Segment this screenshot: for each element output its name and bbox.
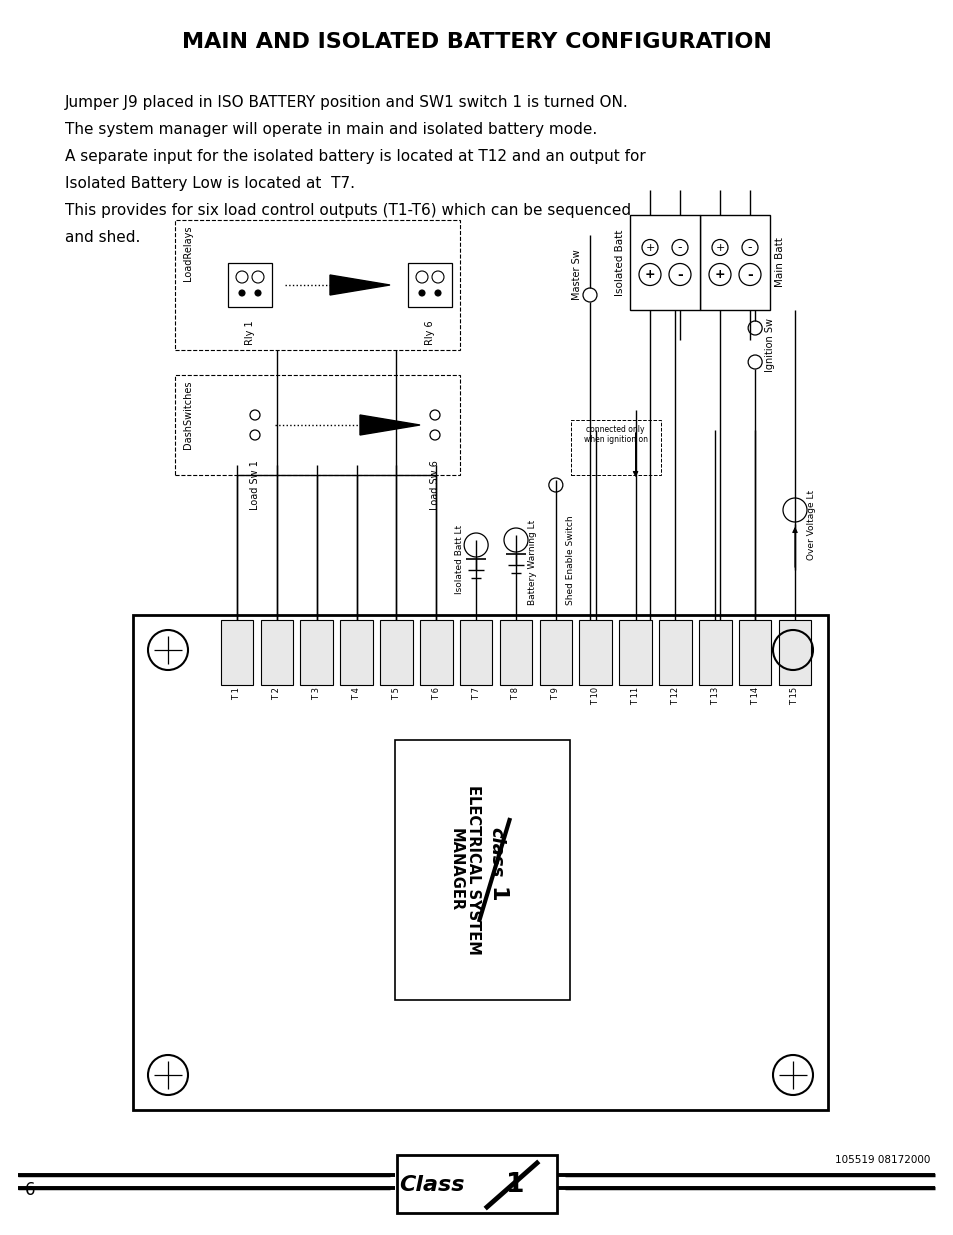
Text: This provides for six load control outputs (T1-T6) which can be sequenced: This provides for six load control outpu… [65, 203, 631, 219]
Text: connected only
when ignition on: connected only when ignition on [583, 425, 647, 445]
Text: T 8: T 8 [511, 687, 520, 700]
Text: LoadRelays: LoadRelays [183, 225, 193, 280]
Bar [618, 620, 651, 685]
Text: ELECTRICAL SYSTEM
MANAGER: ELECTRICAL SYSTEM MANAGER [448, 785, 480, 955]
Text: Main Batt: Main Batt [774, 237, 784, 288]
Bar [340, 620, 373, 685]
Text: +: + [714, 268, 724, 282]
Bar [539, 620, 572, 685]
Text: T 7: T 7 [471, 687, 480, 700]
Text: -: - [747, 241, 752, 254]
Bar [228, 263, 272, 308]
Bar [300, 620, 333, 685]
Bar [570, 420, 659, 475]
Text: Battery Warning Lt: Battery Warning Lt [527, 520, 537, 605]
Bar [578, 620, 612, 685]
Bar [700, 215, 769, 310]
Bar [174, 375, 459, 475]
Text: Rly 1: Rly 1 [245, 320, 254, 345]
Circle shape [435, 290, 440, 296]
Bar [419, 620, 452, 685]
Text: Class: Class [399, 1174, 464, 1195]
Text: T 6: T 6 [432, 687, 440, 700]
Text: T 5: T 5 [392, 687, 400, 700]
Bar [260, 620, 293, 685]
Text: class: class [487, 826, 505, 877]
Bar [738, 620, 771, 685]
Text: T 12: T 12 [670, 687, 679, 705]
Text: Rly 6: Rly 6 [424, 320, 435, 345]
Bar [396, 1155, 557, 1213]
Text: Master Sw: Master Sw [572, 249, 581, 300]
Bar [395, 740, 569, 1000]
Text: 1: 1 [486, 887, 506, 903]
Text: +: + [644, 242, 654, 252]
Text: -: - [677, 241, 681, 254]
Text: +: + [715, 242, 724, 252]
Polygon shape [359, 415, 419, 435]
Text: -: - [677, 268, 682, 282]
Bar [132, 615, 827, 1110]
Text: Isolated Batt Lt: Isolated Batt Lt [455, 525, 464, 594]
Circle shape [418, 290, 424, 296]
Polygon shape [330, 275, 390, 295]
Bar [220, 620, 253, 685]
Bar [659, 620, 691, 685]
Text: T 13: T 13 [710, 687, 719, 705]
Text: Isolated Battery Low is located at  T7.: Isolated Battery Low is located at T7. [65, 177, 355, 191]
Text: 1: 1 [505, 1172, 524, 1198]
Bar [379, 620, 413, 685]
Text: T 3: T 3 [312, 687, 321, 700]
Text: 6: 6 [25, 1181, 35, 1199]
Text: and shed.: and shed. [65, 230, 140, 245]
Text: T 2: T 2 [272, 687, 281, 700]
Circle shape [239, 290, 245, 296]
Text: Shed Enable Switch: Shed Enable Switch [565, 515, 575, 605]
Text: DashSwitches: DashSwitches [183, 380, 193, 448]
Text: -: - [746, 268, 752, 282]
Text: T 9: T 9 [551, 687, 559, 700]
Text: Load Sw 1: Load Sw 1 [250, 459, 260, 510]
Text: T 15: T 15 [790, 687, 799, 705]
Text: Over Voltage Lt: Over Voltage Lt [806, 490, 815, 561]
Text: MAIN AND ISOLATED BATTERY CONFIGURATION: MAIN AND ISOLATED BATTERY CONFIGURATION [182, 32, 771, 52]
Bar [699, 620, 731, 685]
Text: 105519 08172000: 105519 08172000 [834, 1155, 929, 1165]
Text: T 11: T 11 [631, 687, 639, 705]
Bar [459, 620, 492, 685]
Text: T 10: T 10 [591, 687, 599, 705]
Text: The system manager will operate in main and isolated battery mode.: The system manager will operate in main … [65, 122, 597, 137]
Bar [174, 220, 459, 350]
Text: Isolated Batt: Isolated Batt [615, 230, 624, 295]
Bar [499, 620, 532, 685]
Text: A separate input for the isolated battery is located at T12 and an output for: A separate input for the isolated batter… [65, 149, 645, 164]
Text: Load Sw 6: Load Sw 6 [430, 459, 439, 510]
Circle shape [254, 290, 261, 296]
Text: +: + [644, 268, 655, 282]
Text: Jumper J9 placed in ISO BATTERY position and SW1 switch 1 is turned ON.: Jumper J9 placed in ISO BATTERY position… [65, 95, 628, 110]
Text: T 14: T 14 [750, 687, 759, 705]
Bar [629, 215, 700, 310]
Bar [778, 620, 810, 685]
Text: Ignition Sw: Ignition Sw [764, 317, 775, 372]
Text: T 4: T 4 [352, 687, 360, 700]
Text: T 1: T 1 [233, 687, 241, 700]
Bar [408, 263, 452, 308]
